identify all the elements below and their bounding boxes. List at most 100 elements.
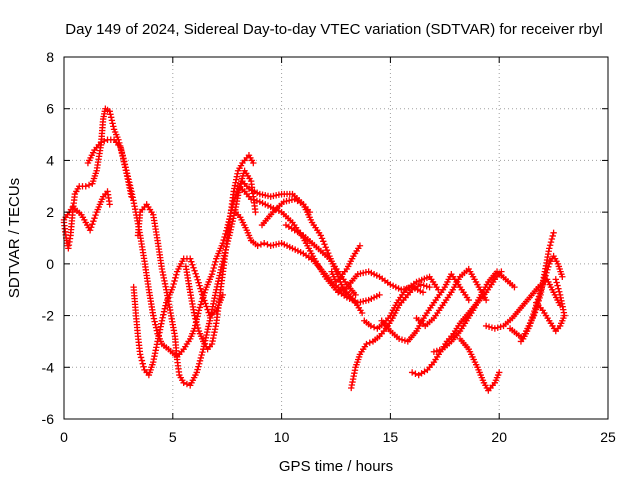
data-point xyxy=(198,288,205,295)
data-point xyxy=(205,320,213,327)
data-point xyxy=(436,346,443,354)
data-point xyxy=(252,208,259,216)
data-point xyxy=(318,235,326,242)
data-point xyxy=(109,120,116,127)
y-tick-label: -6 xyxy=(42,411,55,427)
x-tick-label: 25 xyxy=(600,429,616,445)
data-point xyxy=(426,283,433,291)
data-point xyxy=(119,152,126,160)
data-point xyxy=(107,111,114,118)
data-point xyxy=(201,297,208,304)
data-point xyxy=(356,242,364,249)
data-point xyxy=(192,270,199,277)
data-point xyxy=(160,311,167,318)
y-tick-label: 4 xyxy=(46,152,54,168)
data-point xyxy=(198,351,205,359)
data-point xyxy=(482,322,490,330)
data-point xyxy=(193,273,200,280)
data-point xyxy=(118,149,126,157)
series-satellite-pass-18 xyxy=(430,268,518,355)
data-point xyxy=(496,369,503,376)
data-point xyxy=(139,360,146,367)
y-tick-label: 6 xyxy=(46,101,54,117)
data-point xyxy=(151,318,158,325)
data-point xyxy=(180,379,187,386)
data-point xyxy=(482,296,490,304)
data-point xyxy=(547,238,555,246)
data-point xyxy=(205,323,212,330)
y-axis-label: SDTVAR / TECUs xyxy=(6,178,23,298)
data-point xyxy=(85,181,93,189)
data-point xyxy=(97,139,105,146)
data-point xyxy=(257,241,265,248)
data-point xyxy=(192,315,199,322)
data-point xyxy=(209,267,217,275)
y-tick-label: 2 xyxy=(46,204,54,220)
data-point xyxy=(203,303,210,310)
data-point xyxy=(199,348,206,356)
data-point xyxy=(253,197,261,205)
data-point xyxy=(203,331,210,339)
data-point xyxy=(530,312,538,319)
series-satellite-pass-7 xyxy=(232,208,366,317)
data-point xyxy=(264,241,271,248)
x-axis-label: GPS time / hours xyxy=(279,458,393,475)
data-point xyxy=(121,161,128,168)
data-point xyxy=(199,291,206,298)
data-point xyxy=(86,227,94,234)
data-series xyxy=(60,105,568,394)
data-point xyxy=(412,370,419,377)
data-point xyxy=(212,258,219,265)
data-point xyxy=(122,167,129,174)
data-point xyxy=(194,310,202,317)
data-point xyxy=(195,307,203,314)
data-point xyxy=(323,246,331,254)
data-point xyxy=(202,300,209,307)
series-satellite-pass-3 xyxy=(84,136,135,200)
data-point xyxy=(82,183,89,190)
data-point xyxy=(152,324,160,331)
data-point xyxy=(188,258,195,265)
series-trace xyxy=(261,198,348,296)
data-point xyxy=(221,233,228,241)
data-point xyxy=(92,211,99,219)
data-point xyxy=(194,324,202,332)
data-point xyxy=(119,155,127,163)
series-satellite-pass-17 xyxy=(413,265,490,330)
data-point xyxy=(321,241,328,248)
data-point xyxy=(430,348,438,355)
data-point xyxy=(317,232,324,239)
data-point xyxy=(197,301,204,308)
x-tick-label: 15 xyxy=(383,429,399,445)
data-point xyxy=(250,159,257,167)
data-point xyxy=(548,235,556,243)
data-point xyxy=(193,369,200,376)
data-point xyxy=(150,312,157,319)
data-point xyxy=(254,242,261,249)
data-point xyxy=(408,369,416,376)
data-point xyxy=(187,255,194,262)
data-point xyxy=(465,296,472,304)
data-point xyxy=(395,335,403,343)
data-point xyxy=(376,291,383,299)
data-point xyxy=(367,322,375,330)
data-point xyxy=(195,360,203,367)
data-point xyxy=(485,323,493,330)
data-point xyxy=(194,366,201,373)
data-point xyxy=(120,158,128,165)
data-point xyxy=(219,239,227,247)
data-point xyxy=(118,147,125,154)
data-point xyxy=(197,354,205,362)
data-point xyxy=(193,318,200,325)
data-point xyxy=(370,324,378,331)
data-point xyxy=(160,308,168,315)
data-point xyxy=(161,305,169,312)
data-point xyxy=(106,108,113,115)
data-point xyxy=(89,221,96,228)
data-point xyxy=(195,279,202,286)
series-satellite-pass-10 xyxy=(282,221,359,299)
x-tick-label: 5 xyxy=(169,429,177,445)
series-trace xyxy=(285,224,357,296)
data-point xyxy=(202,334,210,342)
